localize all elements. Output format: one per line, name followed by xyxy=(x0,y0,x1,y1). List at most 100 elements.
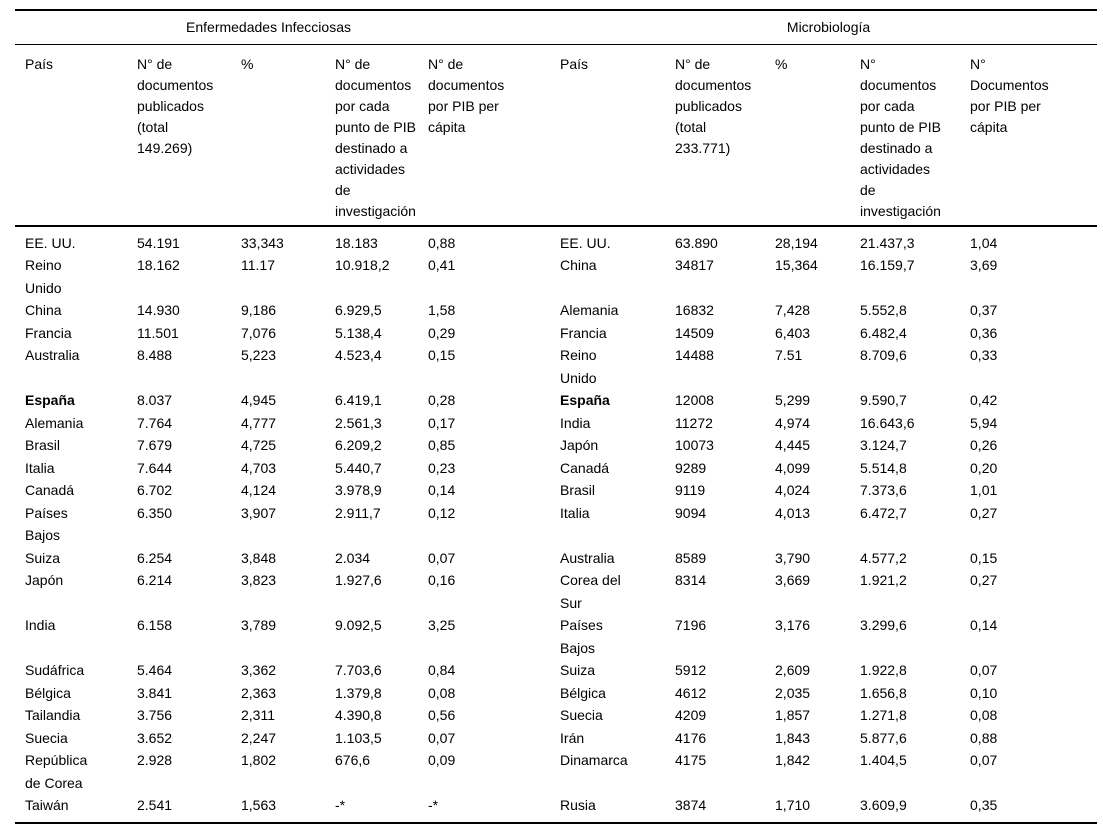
country-cell: Bélgica xyxy=(560,684,606,701)
value-cell: 3874 xyxy=(675,797,707,813)
table-row: Brasil 7.679 4,725 6.209,2 0,85 Japón 10073 4,4… xyxy=(15,434,1097,457)
value-cell: 3,907 xyxy=(241,504,277,521)
value-cell: 1.404,5 xyxy=(860,752,907,768)
country-cell: Países Bajos xyxy=(560,617,603,656)
column-header-docs-pib-per-capita-right: N° Documentos por PIB per cápita xyxy=(970,44,1098,227)
value-cell: 0,07 xyxy=(970,752,998,768)
value-cell: 3,69 xyxy=(970,257,998,273)
value-cell: 3,848 xyxy=(241,549,277,566)
table-row: Tailandia 3.756 2,311 4.390,8 0,56 Suecia 4209… xyxy=(15,704,1097,727)
value-cell: 4,445 xyxy=(775,437,811,453)
country-cell: República de Corea xyxy=(25,752,88,791)
table-row: Bélgica 3.841 2,363 1.379,8 0,08 Bélgica 4612 2… xyxy=(15,682,1097,705)
value-cell: 7.51 xyxy=(775,347,803,363)
column-header-num-documentos-right: N° de documentos publicados (total 233.7… xyxy=(675,44,776,227)
value-cell: 54.191 xyxy=(137,234,180,251)
value-cell: 0,56 xyxy=(428,707,456,723)
value-cell: 14.930 xyxy=(137,302,180,318)
value-cell: 2.541 xyxy=(137,797,173,813)
value-cell: 0,23 xyxy=(428,459,456,476)
country-cell: Suecia xyxy=(25,729,68,746)
column-header-porcentaje-right: % xyxy=(775,44,861,227)
country-cell: Alemania xyxy=(560,302,619,318)
value-cell: 3,823 xyxy=(241,572,277,588)
value-cell: 0,27 xyxy=(970,504,998,521)
value-cell: 5,94 xyxy=(970,414,998,431)
table-row: Italia 7.644 4,703 5.440,7 0,23 Canadá 9289 4,0… xyxy=(15,457,1097,480)
value-cell: 0,88 xyxy=(970,729,998,746)
country-cell: Países Bajos xyxy=(25,504,68,544)
value-cell: 2.928 xyxy=(137,752,173,768)
value-cell: 4,703 xyxy=(241,459,277,476)
country-cell: Australia xyxy=(25,347,80,363)
value-cell: 16.159,7 xyxy=(860,257,915,273)
value-cell: 9.092,5 xyxy=(335,617,382,633)
value-cell: 1.921,2 xyxy=(860,572,907,588)
value-cell: 1.271,8 xyxy=(860,707,907,723)
value-cell: 0,35 xyxy=(970,797,998,813)
value-cell: 1,58 xyxy=(428,302,456,318)
value-cell: 1,710 xyxy=(775,797,811,813)
value-cell: 4.390,8 xyxy=(335,707,382,723)
value-cell: 3,789 xyxy=(241,617,277,633)
column-header-pais-right: País xyxy=(560,44,676,227)
value-cell: 7.373,6 xyxy=(860,482,907,498)
group-header-row: Enfermedades Infecciosas Microbiología xyxy=(15,10,1098,45)
table-row: Reino Unido 18.162 11.17 10.918,2 0,41 China 3… xyxy=(15,254,1097,299)
value-cell: 0,16 xyxy=(428,572,456,588)
value-cell: 18.183 xyxy=(335,234,378,251)
table-row: Taiwán 2.541 1,563 -* -* Rusia 3874 1,710 3.609,… xyxy=(15,794,1097,823)
value-cell: 8.488 xyxy=(137,347,173,363)
country-cell: Canadá xyxy=(25,482,75,498)
value-cell: 18.162 xyxy=(137,257,180,273)
country-cell: Francia xyxy=(25,324,72,341)
value-cell: 1,802 xyxy=(241,752,277,768)
value-cell: 6.472,7 xyxy=(860,504,907,521)
table-row: Japón 6.214 3,823 1.927,6 0,16 Corea del Sur 8… xyxy=(15,569,1097,614)
value-cell: 3.124,7 xyxy=(860,437,907,453)
value-cell: 2,363 xyxy=(241,684,277,701)
value-cell: 5,223 xyxy=(241,347,277,363)
country-cell: Tailandia xyxy=(25,707,81,723)
value-cell: 34817 xyxy=(675,257,714,273)
value-cell: 3.978,9 xyxy=(335,482,382,498)
value-cell: 4,099 xyxy=(775,459,811,476)
value-cell: 2.911,7 xyxy=(335,504,381,521)
country-cell: Japón xyxy=(25,572,64,588)
country-cell: Sudáfrica xyxy=(25,662,85,678)
value-cell: 3,25 xyxy=(428,617,456,633)
value-cell: 33,343 xyxy=(241,234,284,251)
value-cell: 3.609,9 xyxy=(860,797,907,813)
value-cell: 2.034 xyxy=(335,549,371,566)
value-cell: 0,08 xyxy=(428,684,456,701)
country-cell: Corea del Sur xyxy=(560,572,621,611)
value-cell: 16832 xyxy=(675,302,714,318)
value-cell: 9094 xyxy=(675,504,707,521)
value-cell: 4,725 xyxy=(241,437,277,453)
country-cell: EE. UU. xyxy=(560,234,611,251)
value-cell: 1,563 xyxy=(241,797,277,813)
value-cell: 12008 xyxy=(675,392,714,408)
country-cell: India xyxy=(25,617,56,633)
country-cell: Reino Unido xyxy=(25,257,62,296)
table-row: India 6.158 3,789 9.092,5 3,25 Países Bajos 71… xyxy=(15,614,1097,659)
value-cell: 0,09 xyxy=(428,752,456,768)
value-cell: 1.927,6 xyxy=(335,572,382,588)
value-cell: 0,07 xyxy=(970,662,998,678)
value-cell: 0,85 xyxy=(428,437,456,453)
value-cell: 0,84 xyxy=(428,662,456,678)
table-row: Australia 8.488 5,223 4.523,4 0,15 Reino Unid… xyxy=(15,344,1097,389)
table-row: Países Bajos 6.350 3,907 2.911,7 0,12 Italia 9… xyxy=(15,502,1097,547)
value-cell: 63.890 xyxy=(675,234,718,251)
value-cell: 6.929,5 xyxy=(335,302,382,318)
value-cell: 6.214 xyxy=(137,572,173,588)
value-cell: 11.17 xyxy=(241,257,275,273)
value-cell: 5.877,6 xyxy=(860,729,907,746)
value-cell: 9,186 xyxy=(241,302,277,318)
value-cell: 0,27 xyxy=(970,572,998,588)
country-cell: Australia xyxy=(560,549,615,566)
country-cell: Francia xyxy=(560,324,607,341)
value-cell: 14488 xyxy=(675,347,714,363)
value-cell: 2,247 xyxy=(241,729,277,746)
value-cell: 28,194 xyxy=(775,234,818,251)
